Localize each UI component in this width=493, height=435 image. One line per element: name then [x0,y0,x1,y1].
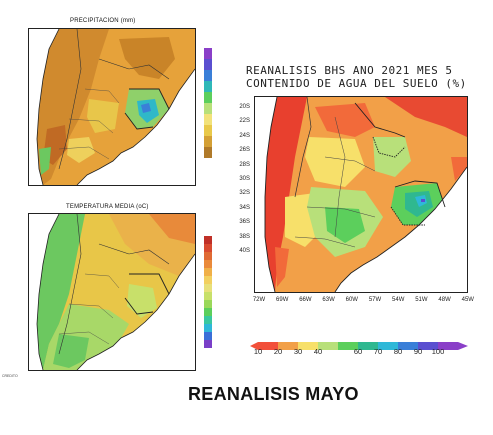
soil-x-tick: 51W [415,297,428,303]
soil-colorbar-label: 90 [413,347,423,356]
soil-x-tick: 60W [345,297,358,303]
soil-x-tick: 57W [368,297,382,303]
precip-panel: PRECIPITACION (mm) [0,10,220,190]
precip-title: PRECIPITACION (mm) [70,18,136,24]
temp-map [28,213,196,371]
soil-y-tick: 20S [239,104,250,110]
soil-x-tick: 48W [438,297,451,303]
soil-colorbar-label: 10 [253,347,263,356]
soil-colorbar [250,337,468,350]
precip-map [28,28,196,186]
temp-title: TEMPERATURA MEDIA (oC) [66,204,149,210]
soil-y-tick: 32S [239,190,250,197]
soil-y-tick: 26S [239,147,250,154]
soil-colorbar-label: 60 [353,347,363,356]
soil-x-tick: 63W [322,297,335,303]
soil-colorbar-label: 80 [393,347,403,356]
temp-colorbar [204,236,212,348]
footer-title: REANALISIS MAYO [188,384,359,404]
soil-x-tick: 45W [461,297,474,303]
soil-y-tick: 40S [239,248,250,254]
soil-colorbar-label: 100 [431,347,445,356]
soil-y-tick: 30S [239,176,250,182]
soil-colorbar-label: 40 [313,347,323,356]
soil-title-line2: CONTENIDO DE AGUA DEL SUELO (%) [246,77,467,90]
soil-y-tick: 34S [239,204,250,211]
soil-y-tick: 36S [239,219,250,226]
soil-title-line1: REANALISIS BHS ANO 2021 MES 5 [246,64,453,77]
precip-colorbar [204,48,212,158]
soil-map [254,96,468,293]
soil-y-tick: 28S [239,161,250,168]
soil-x-tick: 69W [276,297,289,303]
soil-panel: REANALISIS BHS ANO 2021 MES 5 CONTENIDO … [228,60,493,360]
soil-y-tick: 24S [239,132,250,139]
temp-panel: TEMPERATURA MEDIA (oC) [0,198,220,378]
soil-y-tick: 38S [239,233,250,240]
soil-x-tick: 66W [299,297,312,303]
soil-x-tick: 72W [252,297,266,303]
credit-label: CREDITO [2,374,18,378]
soil-colorbar-label: 20 [273,347,283,356]
soil-x-tick: 54W [392,297,405,303]
soil-colorbar-label: 30 [293,347,303,356]
soil-y-tick: 22S [239,118,250,125]
soil-colorbar-label: 70 [373,347,383,356]
